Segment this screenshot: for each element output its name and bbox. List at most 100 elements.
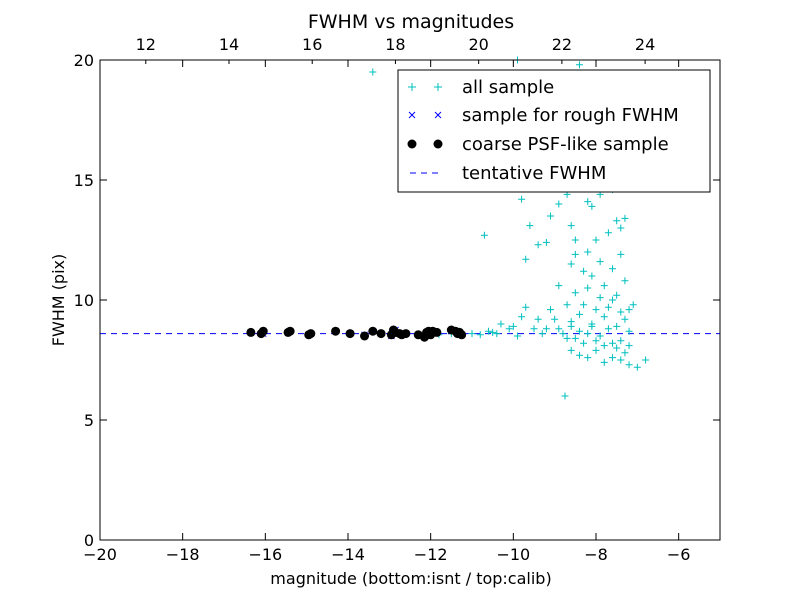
all-sample-point [468, 330, 476, 338]
y-tick-label: 20 [74, 51, 94, 70]
x-tick-label: −18 [166, 545, 200, 564]
all-sample-point [621, 277, 629, 285]
all-sample-point [609, 265, 617, 273]
all-sample-point [538, 330, 546, 338]
all-sample-point [489, 328, 497, 336]
legend-item-tentative-fwhm: tentative FWHM [410, 163, 606, 184]
all-sample-point [580, 339, 588, 347]
coarse-psf-point [258, 326, 268, 336]
all-sample-point [571, 236, 579, 244]
all-sample-point [526, 222, 534, 230]
top-x-tick-label: 16 [302, 35, 322, 54]
top-x-tick-label: 24 [635, 35, 655, 54]
all-sample-point [561, 392, 569, 400]
all-sample-point [600, 313, 608, 321]
coarse-psf-point [246, 327, 256, 337]
top-x-tick-label: 20 [468, 35, 488, 54]
all-sample-point [588, 322, 596, 330]
all-sample-point [571, 250, 579, 258]
all-sample-point [555, 200, 563, 208]
coarse-psf-point [376, 329, 386, 339]
top-x-tick-label: 14 [219, 35, 239, 54]
top-x-tick-label: 22 [552, 35, 572, 54]
coarse-psf-point [401, 329, 411, 339]
all-sample-point [584, 354, 592, 362]
legend-item-all-sample: all sample [408, 77, 554, 98]
all-sample-point [522, 303, 530, 311]
all-sample-point [642, 356, 650, 364]
all-sample-point [575, 327, 583, 335]
y-tick-label: 5 [84, 411, 94, 430]
all-sample-point [625, 361, 633, 369]
coarse-psf-point [345, 329, 355, 339]
all-sample-point [596, 258, 604, 266]
all-sample-point [625, 306, 633, 314]
all-sample-point [625, 327, 633, 335]
axes-frame [99, 59, 721, 541]
all-sample-point [534, 315, 542, 323]
all-sample-point [592, 337, 600, 345]
all-sample-point [551, 315, 559, 323]
legend-marker-plus [408, 83, 442, 91]
x-tick-label: −8 [584, 545, 608, 564]
all-sample-point [604, 229, 612, 237]
x-tick-label: −14 [331, 545, 365, 564]
all-sample-point [592, 306, 600, 314]
all-sample-point [575, 351, 583, 359]
legend-label: sample for rough FWHM [462, 105, 679, 126]
all-sample-point [617, 356, 625, 364]
top-x-tick-label: 18 [385, 35, 405, 54]
all-sample-point [621, 315, 629, 323]
all-sample-point [617, 224, 625, 232]
top-x-tick-label: 12 [136, 35, 156, 54]
all-sample-point [563, 301, 571, 309]
all-sample-point [485, 327, 493, 335]
all-sample-point [600, 358, 608, 366]
x-tick-label: −10 [496, 545, 530, 564]
all-sample-point [534, 241, 542, 249]
chart-title: FWHM vs magnitudes [308, 11, 514, 33]
all-sample-point [588, 272, 596, 280]
all-sample-point [542, 238, 550, 246]
all-sample-point [596, 294, 604, 302]
all-sample-point [575, 310, 583, 318]
all-sample-point [604, 325, 612, 333]
legend-item-rough-fwhm: sample for rough FWHM [408, 105, 679, 126]
legend-label: coarse PSF-like sample [462, 134, 669, 155]
all-sample-point [584, 330, 592, 338]
all-sample-point [584, 198, 592, 206]
all-sample-point [629, 301, 637, 309]
legend-box [397, 69, 711, 193]
all-sample-point [609, 354, 617, 362]
axis-ticks: −20 −18 −16 −14 −12 −10 −8 −6 0 5 10 15 20 12 14 16 18 20… [74, 35, 720, 564]
all-sample-point [571, 334, 579, 342]
coarse-psf-point [331, 326, 341, 336]
coarse-psf-point [457, 330, 467, 340]
legend-item-coarse-psf: coarse PSF-like sample [407, 134, 669, 155]
all-sample-point [555, 325, 563, 333]
all-sample-point [617, 337, 625, 345]
all-sample-point [617, 308, 625, 316]
all-sample-point [497, 320, 505, 328]
all-sample-point [480, 231, 488, 239]
all-sample-point [580, 267, 588, 275]
all-sample-point [592, 346, 600, 354]
all-sample-point [518, 313, 526, 321]
all-sample-point [567, 346, 575, 354]
all-sample-point [584, 248, 592, 256]
all-sample-point [592, 236, 600, 244]
legend: all sample sample for rough FWHM coarse … [397, 69, 711, 193]
all-sample-point [588, 202, 596, 210]
all-sample-point [613, 322, 621, 330]
y-tick-label: 15 [74, 171, 94, 190]
all-sample-point [509, 322, 517, 330]
all-sample-point [609, 339, 617, 347]
x-tick-label: −16 [248, 545, 282, 564]
all-sample-point [621, 214, 629, 222]
x-tick-label: −12 [414, 545, 448, 564]
all-sample-point [609, 296, 617, 304]
all-sample-point [476, 331, 484, 339]
all-sample-point [580, 301, 588, 309]
all-sample-point [613, 217, 621, 225]
